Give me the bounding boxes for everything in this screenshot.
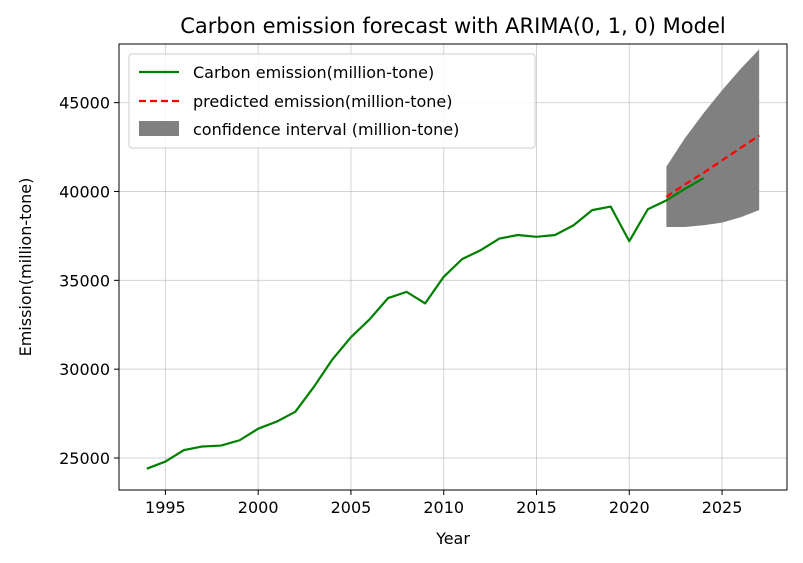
plot-frame <box>118 43 788 491</box>
y-tick-label: 35000 <box>59 271 110 290</box>
x-tick-label: 2015 <box>516 498 557 517</box>
legend-label-carbon-emission: Carbon emission(million-tone) <box>193 63 434 82</box>
x-axis-label: Year <box>435 529 470 548</box>
legend-label-confidence-interval: confidence interval (million-tone) <box>193 120 459 139</box>
chart-title: Carbon emission forecast with ARIMA(0, 1… <box>180 14 725 38</box>
y-axis-label: Emission(million-tone) <box>16 178 35 357</box>
legend: Carbon emission(million-tone) predicted … <box>128 53 536 149</box>
series-line-predicted-emission <box>665 134 760 198</box>
x-axis: 1995 2000 2005 2010 2015 2020 2025 <box>145 490 742 517</box>
y-tick-label: 25000 <box>59 449 110 468</box>
y-tick-label: 30000 <box>59 360 110 379</box>
x-tick-label: 2000 <box>238 498 279 517</box>
legend-box <box>128 53 536 149</box>
x-tick-label: 2005 <box>331 498 372 517</box>
y-axis: 25000 30000 35000 40000 45000 <box>59 94 119 468</box>
series-lines <box>146 134 760 470</box>
x-tick-label: 2020 <box>609 498 650 517</box>
y-tick-label: 45000 <box>59 94 110 113</box>
legend-swatch-confidence-interval <box>139 121 179 136</box>
y-tick-label: 40000 <box>59 182 110 201</box>
x-tick-label: 2025 <box>702 498 743 517</box>
legend-label-predicted-emission: predicted emission(million-tone) <box>193 92 453 111</box>
x-tick-label: 1995 <box>145 498 186 517</box>
series-line-carbon-emission <box>146 177 705 470</box>
x-tick-label: 2010 <box>423 498 464 517</box>
